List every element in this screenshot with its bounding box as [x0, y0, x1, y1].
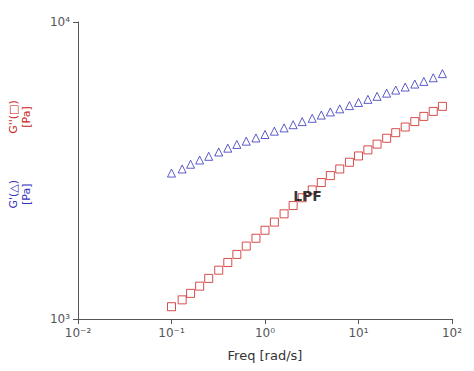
svg-text:Freq [rad/s]: Freq [rad/s] — [228, 348, 303, 363]
svg-text:10⁰: 10⁰ — [255, 326, 275, 340]
svg-text:10⁴: 10⁴ — [50, 15, 70, 29]
svg-text:10²: 10² — [442, 326, 462, 340]
svg-text:[Pa]: [Pa] — [20, 184, 33, 205]
svg-text:G''(□): G''(□) — [7, 100, 20, 134]
svg-text:G'(△): G'(△) — [7, 180, 20, 209]
svg-text:LPF: LPF — [293, 188, 322, 204]
svg-text:10³: 10³ — [50, 312, 70, 326]
svg-text:[Pa]: [Pa] — [20, 106, 33, 127]
svg-text:10⁻²: 10⁻² — [65, 326, 92, 340]
svg-text:10⁻¹: 10⁻¹ — [158, 326, 185, 340]
svg-text:10¹: 10¹ — [348, 326, 368, 340]
